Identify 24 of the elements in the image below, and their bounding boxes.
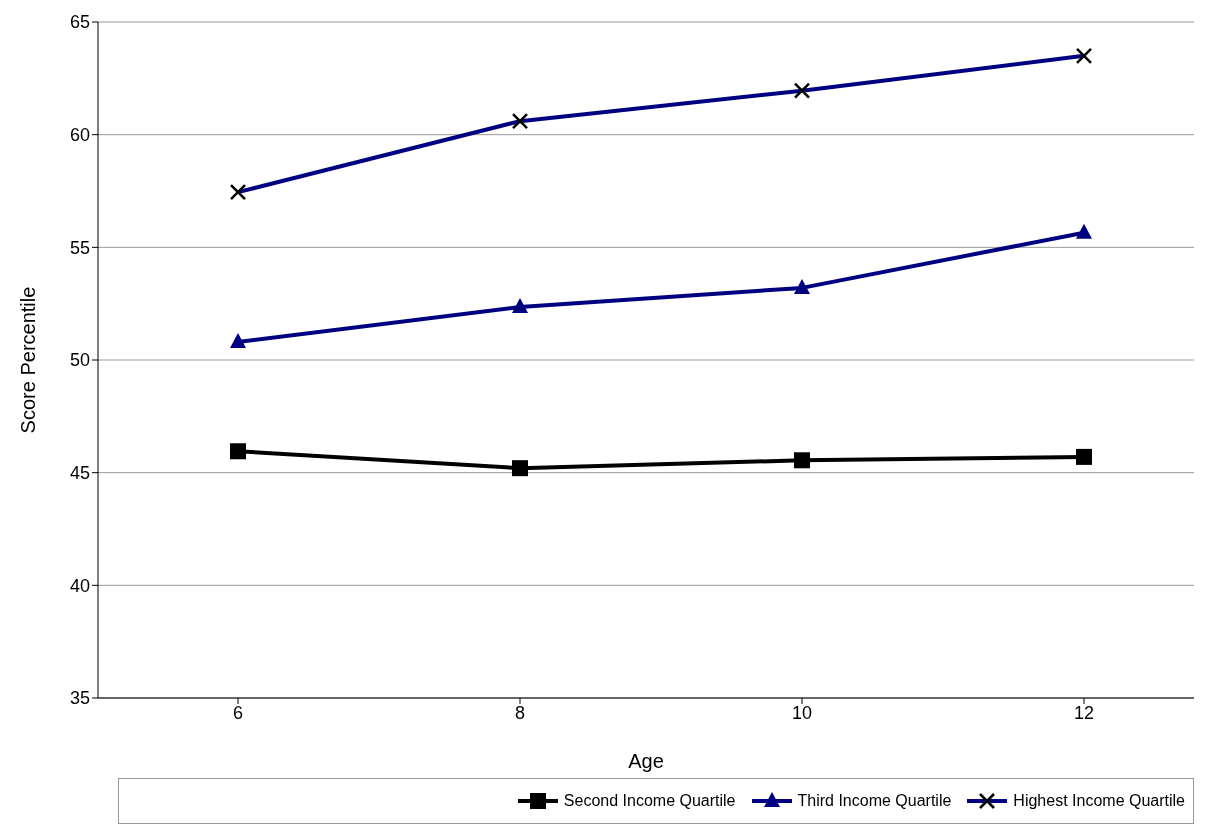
point — [1076, 448, 1092, 465]
y-tick-label: 40 — [69, 575, 90, 596]
point — [512, 460, 528, 477]
point — [512, 298, 528, 314]
y-tick-label: 60 — [69, 125, 90, 146]
x-tick-label: 8 — [514, 702, 526, 723]
x-axis-title: Age — [628, 750, 664, 772]
point — [794, 278, 810, 294]
legend-label: Highest Income Quartile — [1013, 792, 1185, 810]
legend-label: Second Income Quartile — [563, 792, 736, 810]
y-tick-label: 35 — [69, 688, 90, 709]
x-tick-label: 12 — [1073, 702, 1095, 723]
x-tick-label: 6 — [232, 702, 244, 723]
point — [230, 332, 246, 348]
y-tick-label: 45 — [69, 463, 90, 484]
point — [794, 452, 810, 469]
x-tick-label: 10 — [791, 702, 813, 723]
y-tick-label: 50 — [69, 350, 90, 371]
point — [230, 443, 246, 460]
y-axis-title: Score Percentile — [17, 286, 40, 434]
point — [1076, 223, 1092, 239]
y-tick-label: 55 — [69, 237, 90, 258]
legend-label: Third Income Quartile — [797, 792, 952, 810]
y-tick-label: 65 — [69, 12, 90, 33]
